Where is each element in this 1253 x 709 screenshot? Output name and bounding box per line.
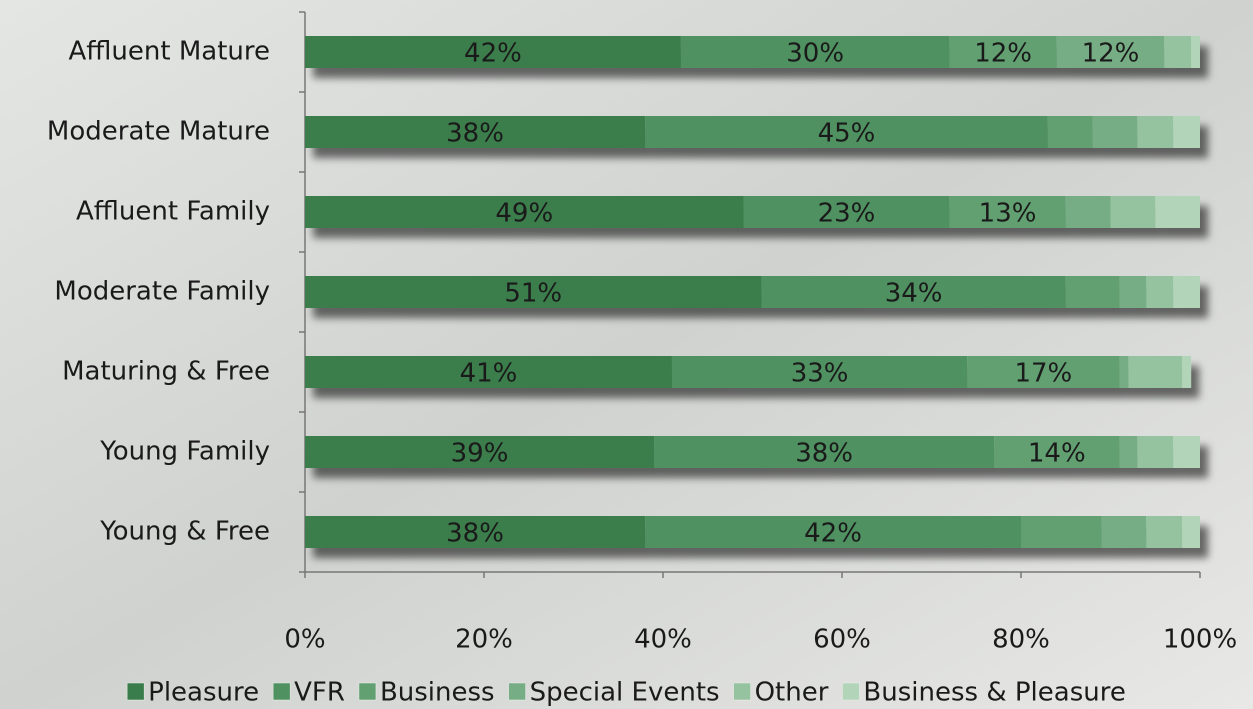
bar-segment (1066, 196, 1111, 228)
bar-segment (1191, 36, 1200, 68)
legend-swatch (734, 683, 751, 700)
bar-segment (1119, 276, 1146, 308)
data-label: 42% (464, 39, 522, 69)
chart: 0% 20% 40% 60% 80% 100% Affluent Mature 42% 30% 1… (0, 0, 1253, 709)
legend-swatch (127, 683, 144, 700)
bar-segment (1137, 116, 1173, 148)
data-label: 38% (446, 519, 504, 549)
background (0, 0, 1253, 709)
data-label: 12% (974, 39, 1032, 69)
x-tick-label: 20% (455, 625, 513, 655)
category-label: Affluent Family (76, 197, 270, 227)
bar-segment (1173, 436, 1200, 468)
x-tick-label: 40% (634, 625, 692, 655)
data-label: 51% (504, 279, 562, 309)
bar-segment (1021, 516, 1102, 548)
data-label: 12% (1082, 39, 1140, 69)
bar-segment (1155, 196, 1200, 228)
bar-group (305, 196, 1200, 228)
category-label: Moderate Family (54, 277, 270, 307)
data-label: 34% (885, 279, 943, 309)
legend-label: Business (380, 678, 495, 708)
data-label: 41% (460, 359, 518, 389)
bar-group (305, 276, 1200, 308)
category-label: Moderate Mature (47, 117, 270, 147)
legend-swatch (842, 683, 859, 700)
bar-group (305, 516, 1200, 548)
bar-group (305, 36, 1200, 68)
category-label: Maturing & Free (62, 357, 270, 387)
bar-segment (1146, 516, 1182, 548)
legend-swatch (509, 683, 526, 700)
data-label: 17% (1014, 359, 1072, 389)
x-tick-label: 80% (992, 625, 1050, 655)
bar-segment (1137, 436, 1173, 468)
data-label: 33% (791, 359, 849, 389)
x-tick-label: 60% (813, 625, 871, 655)
data-label: 38% (446, 119, 504, 149)
bar-segment (1066, 276, 1120, 308)
legend-label: Business & Pleasure (863, 678, 1125, 708)
data-label: 45% (818, 119, 876, 149)
data-label: 14% (1028, 439, 1086, 469)
bar-segment (1093, 116, 1138, 148)
bar-segment (1164, 36, 1191, 68)
bar-segment (1173, 116, 1200, 148)
bar-segment (1111, 196, 1156, 228)
bar-segment (1119, 356, 1128, 388)
data-label: 30% (786, 39, 844, 69)
data-label: 49% (495, 199, 553, 229)
data-label: 39% (451, 439, 509, 469)
legend-swatch (359, 683, 376, 700)
data-label: 23% (818, 199, 876, 229)
bar-segment (1119, 436, 1137, 468)
category-label: Young & Free (99, 517, 270, 547)
bar-segment (1182, 516, 1200, 548)
bar-segment (1128, 356, 1182, 388)
bar-group (305, 116, 1200, 148)
bar-segment (1146, 276, 1173, 308)
data-label: 42% (804, 519, 862, 549)
legend-swatch (273, 683, 290, 700)
data-label: 38% (795, 439, 853, 469)
x-tick-label: 0% (284, 625, 325, 655)
category-label: Young Family (99, 437, 270, 467)
legend-label: VFR (294, 678, 345, 708)
bar-segment (1173, 276, 1200, 308)
bar-segment (1048, 116, 1093, 148)
bar-segment (1102, 516, 1147, 548)
legend-label: Pleasure (148, 678, 259, 708)
bar-segment (1182, 356, 1191, 388)
legend-label: Special Events (530, 678, 720, 708)
legend-label: Other (755, 678, 829, 708)
category-label: Affluent Mature (69, 37, 271, 67)
data-label: 13% (979, 199, 1037, 229)
x-tick-label: 100% (1163, 625, 1237, 655)
